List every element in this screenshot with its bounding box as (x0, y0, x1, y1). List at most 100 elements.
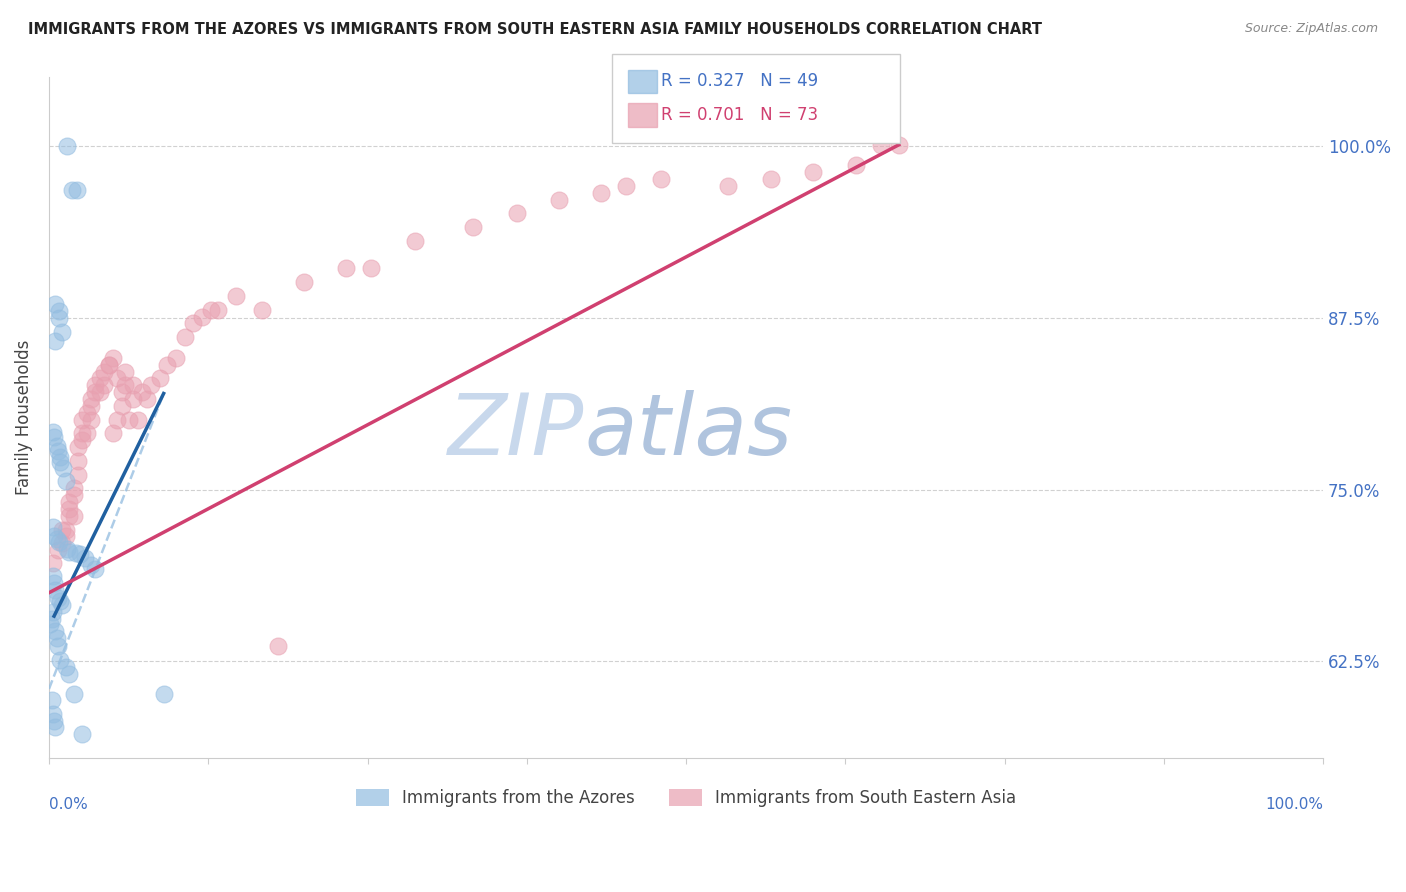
Text: R = 0.327   N = 49: R = 0.327 N = 49 (661, 72, 818, 90)
Legend: Immigrants from the Azores, Immigrants from South Eastern Asia: Immigrants from the Azores, Immigrants f… (349, 782, 1024, 814)
Point (44, 624, 66, 639)
Text: atlas: atlas (583, 390, 792, 473)
Point (200, 302, 222, 317)
Point (97, 358, 120, 372)
Text: 0.0%: 0.0% (49, 797, 87, 812)
Point (174, 330, 197, 344)
Point (42, 706, 65, 721)
Point (97, 358, 120, 372)
Point (165, 351, 187, 365)
Point (42, 556, 65, 570)
Point (49, 450, 72, 464)
Point (42, 569, 65, 583)
Point (870, 137, 893, 152)
Text: IMMIGRANTS FROM THE AZORES VS IMMIGRANTS FROM SOUTH EASTERN ASIA FAMILY HOUSEHOL: IMMIGRANTS FROM THE AZORES VS IMMIGRANTS… (28, 22, 1042, 37)
Point (51, 523, 73, 537)
Point (66, 183, 89, 197)
Point (110, 385, 132, 400)
Point (44, 720, 66, 734)
Point (110, 399, 132, 413)
Point (122, 392, 145, 406)
Point (101, 351, 124, 365)
Point (48, 535, 70, 549)
Point (156, 358, 179, 372)
Point (803, 165, 825, 179)
Point (225, 289, 247, 303)
Point (360, 261, 382, 276)
Point (44, 582, 66, 597)
Point (63, 481, 86, 495)
Point (51, 536, 73, 550)
Point (105, 371, 128, 385)
Point (83, 562, 105, 576)
Point (49, 653, 72, 667)
Point (589, 186, 612, 200)
Point (404, 234, 426, 248)
Point (42, 714, 65, 728)
Point (80, 399, 103, 413)
Point (191, 310, 214, 324)
Y-axis label: Family Households: Family Households (15, 340, 32, 495)
Point (547, 193, 569, 207)
Point (58, 544, 80, 558)
Point (70, 434, 93, 448)
Point (58, 502, 80, 516)
Text: Source: ZipAtlas.com: Source: ZipAtlas.com (1244, 22, 1378, 36)
Point (45, 439, 67, 453)
Point (58, 508, 80, 523)
Point (93, 378, 115, 392)
Point (49, 594, 72, 608)
Point (139, 378, 162, 392)
Point (67, 454, 90, 468)
Point (65, 546, 87, 560)
Point (127, 412, 149, 426)
Point (51, 325, 73, 339)
Point (45, 631, 67, 645)
Point (80, 392, 103, 406)
Point (52, 460, 75, 475)
Point (650, 172, 672, 186)
Point (122, 378, 145, 392)
Point (42, 529, 65, 543)
Point (83, 385, 105, 400)
Point (45, 532, 67, 546)
Point (67, 440, 90, 454)
Point (41, 612, 63, 626)
Point (717, 179, 740, 194)
Point (76, 426, 98, 441)
Point (887, 137, 910, 152)
Point (505, 206, 527, 220)
Point (69, 547, 91, 561)
Point (63, 688, 86, 702)
Point (55, 660, 77, 674)
Point (48, 310, 70, 325)
Point (250, 302, 273, 317)
Point (58, 666, 80, 681)
Point (83, 378, 105, 392)
Point (93, 364, 115, 378)
Point (89, 385, 111, 400)
Point (63, 508, 86, 523)
Point (844, 158, 866, 172)
Point (49, 455, 72, 469)
Point (101, 426, 124, 441)
Point (70, 412, 93, 426)
Point (614, 179, 637, 194)
Point (292, 275, 315, 289)
Point (56, 139, 79, 153)
Point (55, 475, 77, 489)
Point (42, 576, 65, 591)
Point (70, 426, 93, 441)
Point (44, 297, 66, 311)
Point (80, 558, 103, 573)
Point (463, 220, 485, 235)
Point (56, 541, 79, 556)
Point (80, 412, 103, 426)
Point (60, 183, 83, 197)
Point (114, 378, 136, 392)
Point (114, 364, 136, 378)
Point (131, 385, 153, 400)
Point (55, 529, 77, 543)
Point (76, 406, 98, 420)
Text: ZIP: ZIP (449, 390, 583, 473)
